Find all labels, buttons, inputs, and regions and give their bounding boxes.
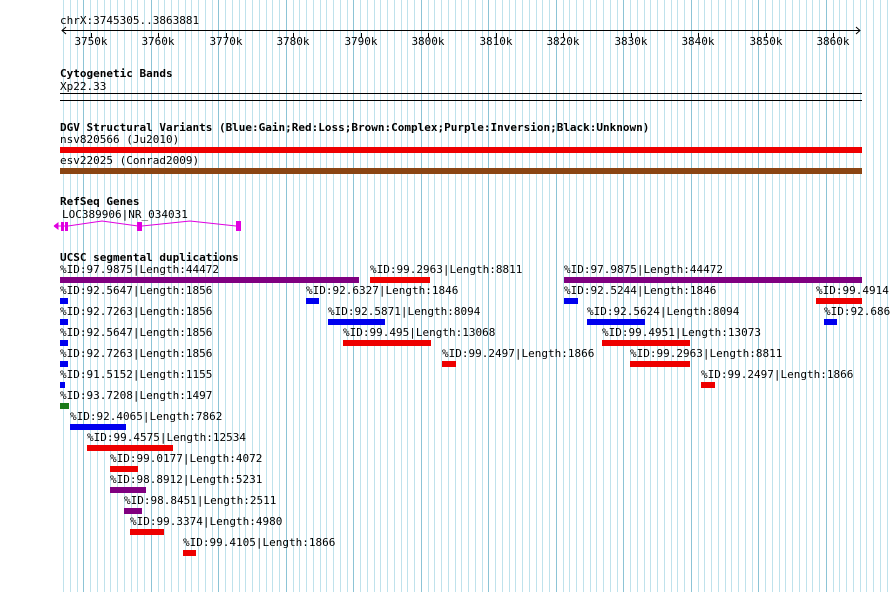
segdup-track-title[interactable]: UCSC segmental duplications (60, 251, 239, 264)
segdup-feature-label: %ID:99.4914|L (816, 284, 890, 297)
ruler-tick-label: 3820k (546, 35, 580, 48)
segdup-feature-label: %ID:93.7208|Length:1497 (60, 389, 213, 402)
segdup-feature-bar[interactable] (602, 340, 690, 346)
ruler-tick (428, 33, 429, 38)
segdup-feature-label: %ID:92.4065|Length:7862 (70, 410, 223, 423)
segdup-feature-label: %ID:97.9875|Length:44472 (60, 263, 219, 276)
segdup-feature-label: %ID:92.5624|Length:8094 (587, 305, 740, 318)
ruler-tick (698, 33, 699, 38)
refseq-track-title[interactable]: RefSeq Genes (60, 195, 140, 208)
ruler-tick-label: 3780k (276, 35, 310, 48)
segdup-feature-bar[interactable] (343, 340, 431, 346)
segdup-feature-label: %ID:98.8451|Length:2511 (124, 494, 277, 507)
segdup-feature-bar[interactable] (110, 466, 138, 472)
refseq-gene-label: LOC389906|NR_034031 (62, 208, 188, 221)
segdup-feature-bar[interactable] (60, 403, 69, 409)
segdup-feature-bar[interactable] (701, 382, 715, 388)
segdup-feature-bar[interactable] (60, 277, 359, 283)
ruler-tick-label: 3860k (816, 35, 850, 48)
segdup-feature-bar[interactable] (328, 319, 385, 325)
segdup-feature-label: %ID:99.4951|Length:13073 (602, 326, 761, 339)
refseq-gene-model[interactable] (52, 219, 247, 234)
cytoband-label: Xp22.33 (60, 80, 107, 93)
segdup-feature-label: %ID:99.4575|Length:12534 (87, 431, 246, 444)
segdup-feature-label: %ID:92.5871|Length:8094 (328, 305, 481, 318)
segdup-feature-bar[interactable] (824, 319, 837, 325)
ruler-tick (361, 33, 362, 38)
dgv-variant-label: nsv820566 (Ju2010) (60, 133, 180, 146)
cytoband-track-title[interactable]: Cytogenetic Bands (60, 67, 173, 80)
ruler-tick-label: 3760k (141, 35, 175, 48)
segdup-feature-label: %ID:99.2497|Length:1866 (442, 347, 595, 360)
segdup-feature-label: %ID:92.7263|Length:1856 (60, 347, 213, 360)
segdup-feature-label: %ID:97.9875|Length:44472 (564, 263, 723, 276)
ruler-tick-label: 3790k (344, 35, 378, 48)
ruler-tick (631, 33, 632, 38)
segdup-feature-label: %ID:92.6869 (824, 305, 890, 318)
dgv-variant-bar[interactable] (60, 147, 862, 153)
segdup-feature-bar[interactable] (124, 508, 142, 514)
ruler-tick-label: 3850k (749, 35, 783, 48)
segdup-feature-bar[interactable] (183, 550, 196, 556)
segdup-feature-label: %ID:91.5152|Length:1155 (60, 368, 213, 381)
ruler-tick-label: 3750k (74, 35, 108, 48)
segdup-feature-label: %ID:92.7263|Length:1856 (60, 305, 213, 318)
segdup-feature-label: %ID:92.5244|Length:1846 (564, 284, 717, 297)
ruler-axis (61, 26, 861, 35)
segdup-feature-bar[interactable] (60, 319, 68, 325)
ruler-tick-label: 3840k (681, 35, 715, 48)
segdup-feature-bar[interactable] (110, 487, 146, 493)
ruler-tick (563, 33, 564, 38)
ruler-tick (226, 33, 227, 38)
segdup-feature-label: %ID:99.495|Length:13068 (343, 326, 496, 339)
segdup-feature-bar[interactable] (87, 445, 173, 451)
segdup-feature-bar[interactable] (60, 340, 68, 346)
segdup-feature-bar[interactable] (564, 277, 862, 283)
cytoband-top-line (60, 93, 862, 94)
ruler-tick (158, 33, 159, 38)
segdup-feature-label: %ID:99.2963|Length:8811 (370, 263, 523, 276)
segdup-feature-label: %ID:99.2963|Length:8811 (630, 347, 783, 360)
segdup-feature-bar[interactable] (587, 319, 645, 325)
segdup-feature-label: %ID:99.4105|Length:1866 (183, 536, 336, 549)
segdup-feature-bar[interactable] (60, 298, 68, 304)
ruler-tick-label: 3770k (209, 35, 243, 48)
segdup-feature-bar[interactable] (60, 361, 68, 367)
ruler-tick-label: 3800k (411, 35, 445, 48)
segdup-feature-label: %ID:92.6327|Length:1846 (306, 284, 459, 297)
ruler-tick (766, 33, 767, 38)
segdup-feature-bar[interactable] (564, 298, 578, 304)
ruler-tick (833, 33, 834, 38)
segdup-feature-label: %ID:99.0177|Length:4072 (110, 452, 263, 465)
ruler-tick (496, 33, 497, 38)
segdup-feature-bar[interactable] (306, 298, 319, 304)
segdup-feature-bar[interactable] (70, 424, 126, 430)
segdup-feature-bar[interactable] (630, 361, 690, 367)
segdup-feature-label: %ID:99.2497|Length:1866 (701, 368, 854, 381)
segdup-feature-bar[interactable] (816, 298, 862, 304)
segdup-feature-bar[interactable] (442, 361, 456, 367)
cytoband-bottom-line (60, 100, 862, 101)
ruler-tick (91, 33, 92, 38)
segdup-feature-bar[interactable] (130, 529, 164, 535)
segdup-feature-bar[interactable] (370, 277, 430, 283)
ruler-tick-label: 3810k (479, 35, 513, 48)
dgv-track-title[interactable]: DGV Structural Variants (Blue:Gain;Red:L… (60, 121, 650, 134)
ruler-tick (293, 33, 294, 38)
ruler-tick-label: 3830k (614, 35, 648, 48)
segdup-feature-label: %ID:92.5647|Length:1856 (60, 326, 213, 339)
segdup-feature-bar[interactable] (60, 382, 65, 388)
dgv-variant-bar[interactable] (60, 168, 862, 174)
segdup-feature-label: %ID:99.3374|Length:4980 (130, 515, 283, 528)
segdup-feature-label: %ID:98.8912|Length:5231 (110, 473, 263, 486)
dgv-variant-label: esv22025 (Conrad2009) (60, 154, 200, 167)
segdup-feature-label: %ID:92.5647|Length:1856 (60, 284, 213, 297)
position-label: chrX:3745305..3863881 (60, 14, 200, 27)
